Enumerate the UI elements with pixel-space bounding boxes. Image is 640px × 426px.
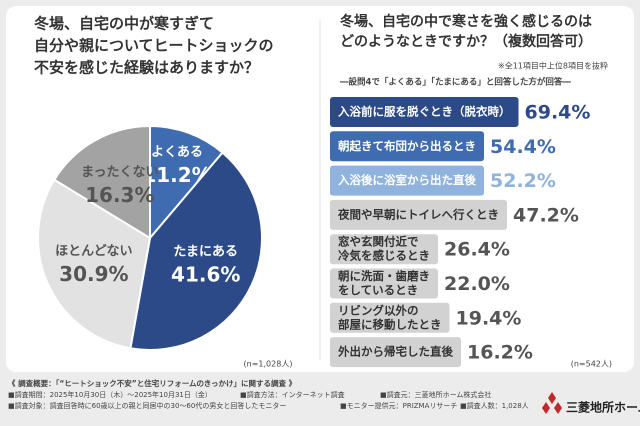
pie-slice — [149, 124, 224, 241]
footer-item: ■調査元：三菱地所ホーム株式会社 — [380, 390, 491, 399]
bar-label: 朝に洗面・歯磨き — [338, 269, 430, 283]
bar-box — [330, 234, 438, 265]
bar-box — [330, 165, 484, 196]
bar-label: リビング以外の — [338, 303, 419, 317]
bar-label: 入浴前に服を脱ぐとき（脱衣時） — [338, 105, 511, 119]
bar-row: 外出から帰宅した直後 16.2% — [330, 337, 533, 368]
pie-slice — [52, 124, 151, 240]
bar-label: 部屋に移動したとき — [338, 317, 442, 331]
logo-mark — [542, 392, 562, 414]
bar-value: 69.4% — [525, 102, 591, 124]
footer-item: ■調査期間：2025年10月30日（木）〜2025年10月31日（金） — [8, 390, 212, 399]
chart-title: どのようなときですか？（複数回答可） — [340, 33, 592, 50]
bar-value: 47.2% — [513, 204, 579, 226]
bar-label: 冷気を感じるとき — [338, 249, 430, 263]
chart-title: 不安を感じた経験はありますか？ — [34, 59, 259, 77]
footer-item: ■調査対象：調査回答時に60歳以上の親と同居中の30〜60代の男女と回答したモニ… — [8, 401, 286, 410]
bar-box — [330, 97, 519, 127]
slice-value: 41.6% — [171, 263, 240, 287]
chart-title: 冬場、自宅の中が寒すぎて — [34, 15, 214, 33]
bar-value: 19.4% — [456, 307, 522, 329]
bar-row: 朝起きて布団から出るとき 54.4% — [330, 131, 556, 162]
footer-item: ■モニター提供元：PRIZMAリサーチ — [340, 401, 457, 410]
bar-row: 入浴前に服を脱ぐとき（脱衣時） 69.4% — [330, 97, 590, 127]
bar-value: 22.0% — [444, 273, 510, 295]
bar-value: 54.4% — [490, 136, 556, 158]
footer-heading: 《 調査概要：「“ヒートショック不安”と住宅リフォームのきっかけ」に関する調査 … — [8, 378, 296, 388]
slice-label: ほとんどない — [55, 244, 132, 259]
slice-value: 30.9% — [59, 262, 128, 286]
footer-item: ■調査人数：1,028人 — [460, 401, 529, 410]
sample-note: (n=1,028人) — [244, 360, 293, 369]
bar-label: 外出から帰宅した直後 — [337, 345, 453, 359]
bar-value: 52.2% — [490, 170, 556, 192]
bar-label: 夜間や早朝にトイレへ行くとき — [337, 207, 499, 221]
sample-note: (n=542人) — [571, 360, 612, 369]
bar-value: 26.4% — [444, 239, 510, 261]
slice-label: たまにある — [173, 245, 238, 260]
bar-label: をしているとき — [338, 283, 418, 297]
bar-label: 朝起きて布団から出るとき — [338, 139, 476, 153]
chart-title: 冬場、自宅の中で寒さを強く感じるのは — [340, 13, 592, 30]
pie-slice — [129, 151, 263, 351]
bar-value: 16.2% — [467, 342, 533, 364]
bar-box — [330, 199, 507, 230]
bar-row: 入浴後に浴室から出た直後 52.2% — [330, 165, 556, 196]
bar-box — [330, 337, 461, 368]
slice-label: よくある — [151, 145, 203, 160]
bar-box — [330, 302, 450, 333]
bar-label: 入浴後に浴室から出た直後 — [338, 173, 476, 187]
subtitle: ※全11項目中上位8項目を抜粋 — [498, 61, 608, 71]
bar-label: 窓や玄関付近で — [338, 235, 419, 249]
chart-title: 自分や親についてヒートショックの — [34, 37, 274, 55]
slice-value: 16.3% — [85, 183, 154, 207]
logo-text: 三菱地所ホーム — [566, 400, 640, 415]
bar-row: 夜間や早朝にトイレへ行くとき 47.2% — [330, 199, 579, 230]
subtitle: ―設問4で「よくある」「たまにある」と回答した方が回答― — [340, 77, 571, 88]
slice-label: まったくない — [81, 165, 158, 180]
bar-box — [330, 131, 484, 162]
footer-item: ■調査方法：インターネット調査 — [240, 390, 345, 399]
bar-box — [330, 268, 438, 299]
